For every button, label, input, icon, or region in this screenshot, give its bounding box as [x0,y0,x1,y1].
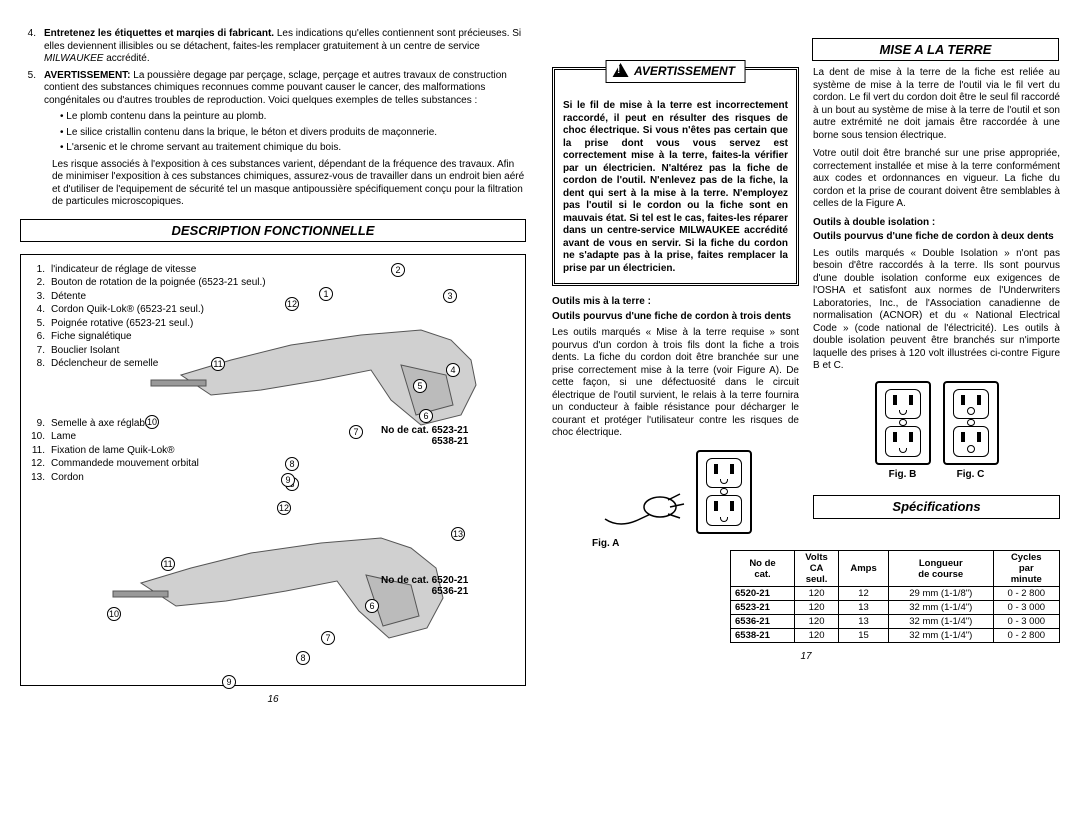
para-outlet-match: Votre outil doit être branché sur une pr… [813,148,1060,211]
callout-8: 8 [296,651,310,665]
specs-table: No decat.VoltsCAseul.AmpsLongueurde cour… [730,550,1060,643]
table-row: 6523-211201332 mm (1-1/4")0 - 3 000 [731,601,1060,615]
callout-11: 11 [161,557,175,571]
fig-c-label: Fig. C [943,469,999,482]
fig-a-label: Fig. A [592,538,799,551]
para-double-insulated: Les outils marqués « Double Isolation » … [813,248,1060,373]
item-number: 5. [20,70,44,108]
callout-7: 7 [349,425,363,439]
para-ground-wire: La dent de mise à la terre de la fiche e… [813,67,1060,142]
substance-bullets: Le plomb contenu dans la peinture au plo… [60,111,526,155]
section-description-fonctionnelle: DESCRIPTION FONCTIONNELLE [20,219,526,242]
page-16: 4.Entretenez les étiquettes et marqies d… [20,28,526,705]
callout-13: 13 [451,527,465,541]
callout-1: 1 [319,287,333,301]
warning-triangle-icon [612,63,628,77]
col-left: AVERTISSEMENT Si le fil de mise à la ter… [552,67,799,550]
callout-10: 10 [107,607,121,621]
subhead-two-prong: Outils pourvus d'une fiche de cordon à d… [813,231,1060,244]
callout-9: 9 [222,675,236,689]
subhead-double-insulated: Outils à double isolation : [813,217,1060,230]
right-columns: AVERTISSEMENT Si le fil de mise à la ter… [552,67,1060,550]
manual-spread: 4.Entretenez les étiquettes et marqies d… [0,0,1080,723]
plug-icon [600,474,690,534]
para-grounded: Les outils marqués « Mise à la terre req… [552,327,799,440]
model-label-2: No de cat. 6520-216536-21 [381,575,468,597]
figure-bc-row: Fig. B Fig. C [813,381,1060,482]
callout-5: 5 [413,379,427,393]
page-17: MISE A LA TERRE AVERTISSEMENT Si le fil … [552,28,1060,705]
col-right: La dent de mise à la terre de la fiche e… [813,67,1060,550]
item-4-text: Entretenez les étiquettes et marqies di … [44,28,526,66]
bullet: Le silice cristallin contenu dans la bri… [60,127,526,140]
warning-label: AVERTISSEMENT [605,60,746,83]
item-number: 4. [20,28,44,66]
callout-11: 11 [211,357,225,371]
outlet-fig-a [696,450,752,534]
callout-2: 2 [391,263,405,277]
table-row: 6538-211201532 mm (1-1/4")0 - 2 800 [731,629,1060,643]
callout-4: 4 [446,363,460,377]
callout-12: 12 [285,297,299,311]
item-5-text: AVERTISSEMENT: La poussière degage par p… [44,70,526,108]
parts-diagram-box: 1.l'indicateur de réglage de vitesse2.Bo… [20,254,526,686]
model-label-1: No de cat. 6523-216538-21 [381,425,468,447]
callout-8: 8 [285,457,299,471]
fig-b-label: Fig. B [875,469,931,482]
callout-10: 10 [145,415,159,429]
page-number: 16 [20,694,526,705]
outlet-fig-c [943,381,999,465]
figure-a-row [552,450,799,534]
warning-box: AVERTISSEMENT Si le fil de mise à la ter… [552,67,799,286]
risk-paragraph: Les risque associés à l'exposition à ces… [52,159,526,209]
bullet: Le plomb contenu dans la peinture au plo… [60,111,526,124]
page-number: 17 [552,651,1060,662]
safety-list: 4.Entretenez les étiquettes et marqies d… [20,28,526,209]
subhead-grounded: Outils mis à la terre : [552,296,799,309]
subhead-three-prong: Outils pourvus d'une fiche de cordon à t… [552,311,799,324]
warning-body: Si le fil de mise à la terre est incorre… [563,100,788,274]
callout-6: 6 [365,599,379,613]
callout-12: 12 [277,501,291,515]
callout-6: 6 [419,409,433,423]
callout-7: 7 [321,631,335,645]
bullet: L'arsenic et le chrome servant au traite… [60,142,526,155]
section-specifications: Spécifications [813,495,1060,519]
outlet-fig-b [875,381,931,465]
section-mise-a-la-terre: MISE A LA TERRE [812,38,1059,61]
table-row: 6536-211201332 mm (1-1/4")0 - 3 000 [731,615,1060,629]
callout-9: 9 [281,473,295,487]
table-row: 6520-211201229 mm (1-1/8")0 - 2 800 [731,587,1060,601]
callout-3: 3 [443,289,457,303]
